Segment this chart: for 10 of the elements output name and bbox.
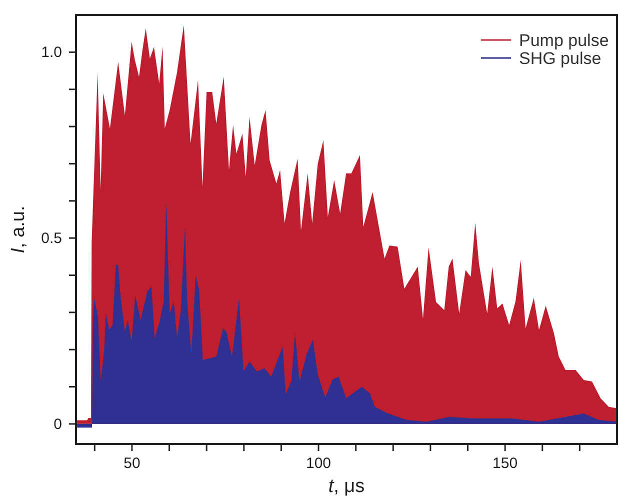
y-tick-label: 0.5 <box>41 230 62 248</box>
x-tick-label: 150 <box>492 455 518 472</box>
y-axis-title: I, a.u. <box>8 206 29 254</box>
x-tick-label: 50 <box>124 455 140 472</box>
y-tick-label: 1.0 <box>41 44 62 62</box>
legend-label: SHG pulse <box>519 49 602 68</box>
legend-label: Pump pulse <box>519 31 609 50</box>
x-axis-title: t, μs <box>328 476 365 497</box>
x-tick-label: 100 <box>306 455 332 472</box>
y-tick-label: 0 <box>54 416 62 433</box>
